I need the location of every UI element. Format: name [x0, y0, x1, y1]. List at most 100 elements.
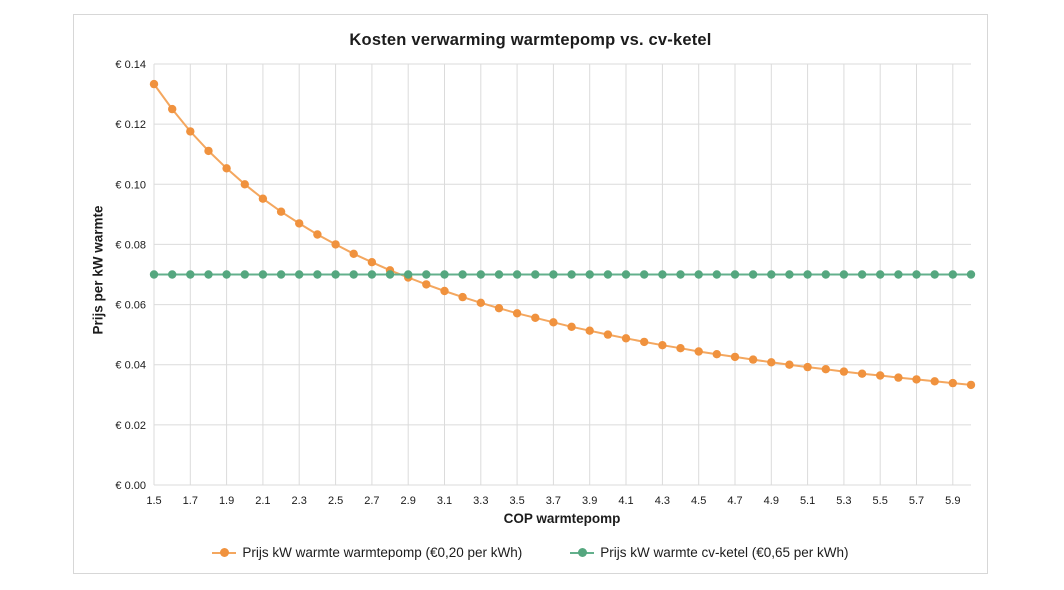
svg-text:2.3: 2.3 [292, 495, 307, 507]
data-point-warmtepomp [712, 350, 721, 359]
svg-text:5.1: 5.1 [800, 495, 815, 507]
data-point-cv-ketel [912, 270, 921, 279]
svg-text:€ 0.12: € 0.12 [115, 119, 146, 131]
svg-text:1.5: 1.5 [146, 495, 161, 507]
svg-text:€ 0.08: € 0.08 [115, 239, 146, 251]
data-point-cv-ketel [440, 270, 449, 279]
data-point-cv-ketel [621, 270, 631, 279]
data-point-warmtepomp [295, 219, 304, 228]
data-point-warmtepomp [676, 344, 685, 353]
y-tick-labels: € 0.00 € 0.02 € 0.04 € 0.06 € 0.08 € 0.10 € 0.… [115, 59, 146, 492]
svg-text:3.9: 3.9 [582, 495, 597, 507]
data-point-cv-ketel [458, 270, 467, 279]
svg-text:1.7: 1.7 [183, 495, 198, 507]
legend-label-warmtepomp: Prijs kW warmte warmtepomp (€0,20 per kW… [242, 545, 523, 560]
data-point-warmtepomp [839, 367, 849, 376]
svg-text:4.9: 4.9 [764, 495, 779, 507]
data-point-warmtepomp [276, 207, 286, 216]
data-point-cv-ketel [258, 270, 268, 279]
data-point-cv-ketel [966, 270, 976, 279]
data-point-cv-ketel [422, 270, 431, 279]
svg-text:1.9: 1.9 [219, 495, 234, 507]
svg-text:4.1: 4.1 [618, 495, 633, 507]
legend-label-cv-ketel: Prijs kW warmte cv-ketel (€0,65 per kWh) [600, 545, 849, 560]
data-point-warmtepomp [186, 127, 195, 136]
svg-text:3.1: 3.1 [437, 495, 452, 507]
data-point-cv-ketel [894, 270, 903, 279]
data-point-cv-ketel [821, 270, 830, 279]
data-point-cv-ketel [222, 270, 231, 279]
data-point-warmtepomp [422, 280, 431, 289]
data-point-warmtepomp [857, 369, 867, 378]
data-point-warmtepomp [476, 298, 485, 307]
data-point-warmtepomp [912, 375, 921, 384]
data-point-warmtepomp [621, 334, 631, 343]
y-gridlines [154, 63, 971, 486]
svg-text:€ 0.10: € 0.10 [115, 179, 146, 191]
data-point-warmtepomp [222, 164, 231, 173]
data-point-cv-ketel [149, 270, 159, 279]
data-point-warmtepomp [640, 337, 649, 347]
chart-canvas: € 0.00 € 0.02 € 0.04 € 0.06 € 0.08 € 0.10 € 0.… [115, 59, 976, 507]
legend-item-warmtepomp: Prijs kW warmte warmtepomp (€0,20 per kW… [212, 545, 522, 560]
data-point-warmtepomp [876, 371, 885, 380]
legend-marker-warmtepomp-icon [212, 548, 237, 557]
data-point-warmtepomp [440, 286, 449, 296]
data-point-warmtepomp [549, 318, 558, 327]
data-point-warmtepomp [803, 362, 812, 372]
data-point-cv-ketel [512, 270, 522, 279]
series-warmtepomp-line [153, 83, 972, 386]
chart-legend: Prijs kW warmte warmtepomp (€0,20 per kW… [74, 545, 987, 560]
data-point-cv-ketel [549, 270, 558, 279]
data-point-cv-ketel [531, 270, 540, 279]
data-point-warmtepomp [658, 341, 667, 350]
svg-text:2.5: 2.5 [328, 495, 343, 507]
data-point-cv-ketel [204, 270, 213, 279]
data-point-cv-ketel [603, 270, 613, 279]
data-point-cv-ketel [803, 270, 812, 279]
data-point-cv-ketel [494, 270, 504, 279]
data-point-cv-ketel [476, 270, 485, 279]
data-point-warmtepomp [168, 104, 177, 114]
data-point-cv-ketel [658, 270, 667, 279]
data-point-cv-ketel [240, 270, 249, 279]
chart-card: Kosten verwarming warmtepomp vs. cv-kete… [73, 14, 988, 574]
data-point-cv-ketel [331, 270, 340, 279]
data-point-cv-ketel [567, 270, 576, 279]
data-point-cv-ketel [839, 270, 849, 279]
svg-text:3.5: 3.5 [509, 495, 524, 507]
svg-text:4.3: 4.3 [655, 495, 670, 507]
svg-text:2.1: 2.1 [255, 495, 270, 507]
data-point-warmtepomp [458, 292, 467, 302]
data-point-cv-ketel [349, 270, 358, 279]
data-point-cv-ketel [313, 270, 322, 279]
data-point-warmtepomp [494, 304, 504, 313]
data-point-cv-ketel [730, 270, 740, 279]
svg-text:5.3: 5.3 [836, 495, 851, 507]
svg-text:4.7: 4.7 [727, 495, 742, 507]
svg-text:€ 0.14: € 0.14 [115, 59, 146, 71]
data-point-warmtepomp [694, 347, 703, 356]
y-axis-title: Prijs per kW warmte [90, 205, 106, 335]
data-point-cv-ketel [785, 270, 794, 279]
data-point-cv-ketel [857, 270, 867, 279]
legend-item-cv-ketel: Prijs kW warmte cv-ketel (€0,65 per kWh) [570, 545, 849, 560]
data-point-warmtepomp [531, 313, 540, 322]
svg-text:3.7: 3.7 [546, 495, 561, 507]
data-point-cv-ketel [712, 270, 721, 279]
data-point-warmtepomp [785, 360, 794, 369]
data-point-warmtepomp [149, 79, 159, 89]
data-point-cv-ketel [168, 270, 177, 279]
data-point-cv-ketel [930, 270, 939, 279]
svg-text:€ 0.02: € 0.02 [115, 420, 146, 432]
svg-text:5.5: 5.5 [873, 495, 888, 507]
svg-text:€ 0.04: € 0.04 [115, 360, 146, 372]
data-point-warmtepomp [966, 380, 976, 390]
x-axis-title: COP warmtepomp [503, 511, 621, 526]
data-point-warmtepomp [948, 378, 957, 388]
data-point-cv-ketel [276, 270, 286, 279]
data-point-warmtepomp [603, 330, 613, 339]
data-point-cv-ketel [876, 270, 885, 279]
data-point-warmtepomp [767, 358, 776, 367]
svg-text:5.9: 5.9 [945, 495, 960, 507]
